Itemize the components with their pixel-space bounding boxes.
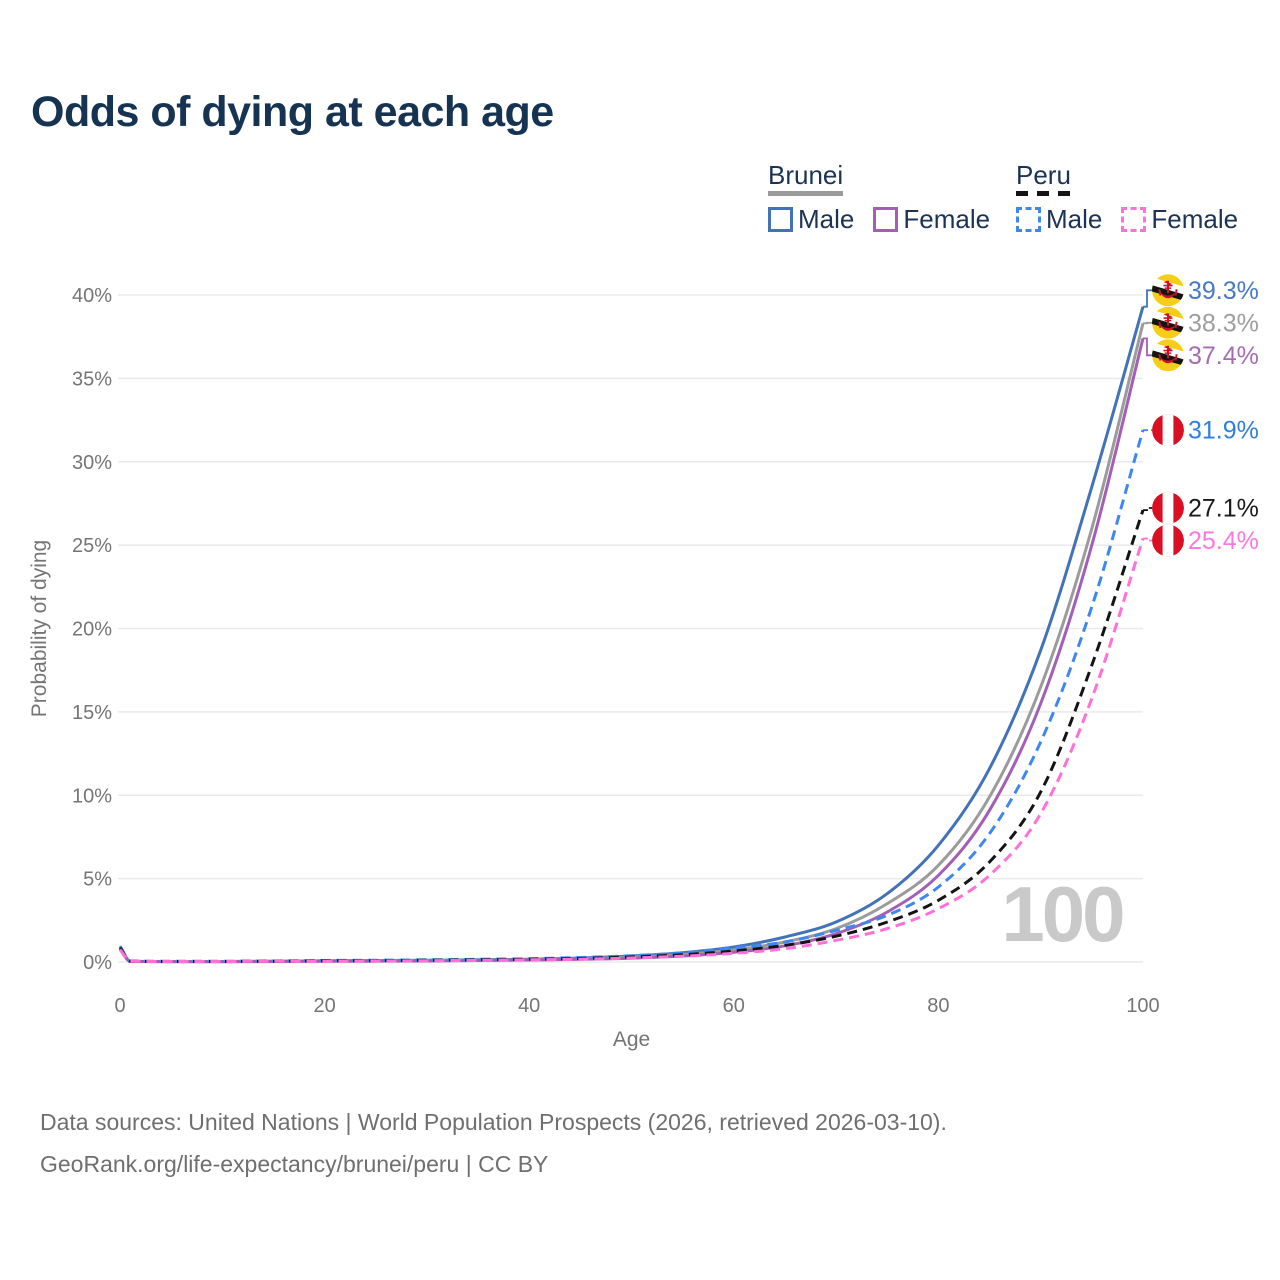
x-tick-label: 60 xyxy=(723,995,745,1017)
peru-flag-icon xyxy=(1152,414,1184,446)
series-line-peru-female xyxy=(118,538,1145,963)
x-tick-label: 100 xyxy=(1126,995,1159,1017)
legend-peru-linestyle-sample xyxy=(1016,191,1071,196)
legend-label: Male xyxy=(798,204,855,234)
page-title: Odds of dying at each age xyxy=(31,88,554,136)
age-watermark: 100 xyxy=(1001,870,1123,958)
series-line-brunei-both-sexes xyxy=(118,322,1145,963)
y-tick-label: 40% xyxy=(72,285,112,307)
label-connector xyxy=(1143,289,1152,308)
series-line-peru-male xyxy=(118,429,1145,963)
y-tick-label: 5% xyxy=(83,869,112,891)
end-value-label-brunei-male: 39.3% xyxy=(1188,277,1259,305)
brunei-flag-icon xyxy=(1148,274,1188,306)
end-value-label-peru-female: 25.4% xyxy=(1188,527,1259,555)
y-tick-label: 35% xyxy=(72,368,112,390)
y-tick-label: 20% xyxy=(72,619,112,641)
y-tick-label: 0% xyxy=(83,952,112,974)
legend-label: Female xyxy=(903,204,991,234)
y-axis-title: Probability of dying xyxy=(28,540,51,717)
legend-label: Female xyxy=(1151,204,1239,234)
end-value-label-brunei-both-sexes: 38.3% xyxy=(1188,309,1259,337)
series-line-peru-both-sexes xyxy=(118,509,1145,963)
legend-peru-header: Peru xyxy=(1016,162,1071,196)
legend-group-brunei: Brunei Male Female xyxy=(768,162,990,235)
x-tick-label: 0 xyxy=(114,995,125,1017)
legend-item-peru-female[interactable]: Female xyxy=(1121,204,1238,235)
legend-peru-name: Peru xyxy=(1016,160,1071,190)
legend-label: Male xyxy=(1046,204,1103,234)
peru-flag-icon xyxy=(1152,492,1184,524)
series-line-brunei-female xyxy=(118,338,1145,964)
peru-flag-icon xyxy=(1152,525,1184,557)
x-tick-label: 80 xyxy=(927,995,949,1017)
legend-brunei-name: Brunei xyxy=(768,160,844,190)
brunei-female-swatch-icon[interactable] xyxy=(873,207,899,232)
brunei-flag-icon xyxy=(1148,307,1188,339)
peru-female-swatch-icon[interactable] xyxy=(1121,207,1147,232)
y-tick-label: 15% xyxy=(72,702,112,724)
label-connector xyxy=(1143,507,1152,511)
legend-group-peru: Peru Male Female xyxy=(1016,162,1238,235)
brunei-flag-icon xyxy=(1148,339,1188,371)
x-tick-label: 20 xyxy=(313,995,335,1017)
x-tick-label: 40 xyxy=(518,995,540,1017)
end-value-label-peru-male: 31.9% xyxy=(1188,417,1259,445)
legend-brunei-linestyle-sample xyxy=(768,191,844,196)
x-axis-title: Age xyxy=(613,1028,650,1051)
legend-item-brunei-male[interactable]: Male xyxy=(768,204,854,235)
footer: Data sources: United Nations | World Pop… xyxy=(40,1101,947,1185)
label-connector xyxy=(1143,321,1152,325)
y-tick-label: 30% xyxy=(72,452,112,474)
y-tick-label: 10% xyxy=(72,785,112,807)
legend-item-brunei-female[interactable]: Female xyxy=(873,204,990,235)
label-connector xyxy=(1143,337,1152,357)
legend-brunei-header: Brunei xyxy=(768,160,844,196)
y-tick-label: 25% xyxy=(72,535,112,557)
end-value-label-peru-both-sexes: 27.1% xyxy=(1188,495,1259,523)
legend-item-peru-male[interactable]: Male xyxy=(1016,204,1102,235)
footer-datasource: Data sources: United Nations | World Pop… xyxy=(40,1109,947,1135)
label-connector xyxy=(1143,537,1152,542)
peru-male-swatch-icon[interactable] xyxy=(1016,207,1041,232)
end-value-label-brunei-female: 37.4% xyxy=(1188,342,1259,370)
brunei-male-swatch-icon[interactable] xyxy=(768,207,793,232)
footer-attribution: GeoRank.org/life-expectancy/brunei/peru … xyxy=(40,1151,549,1177)
